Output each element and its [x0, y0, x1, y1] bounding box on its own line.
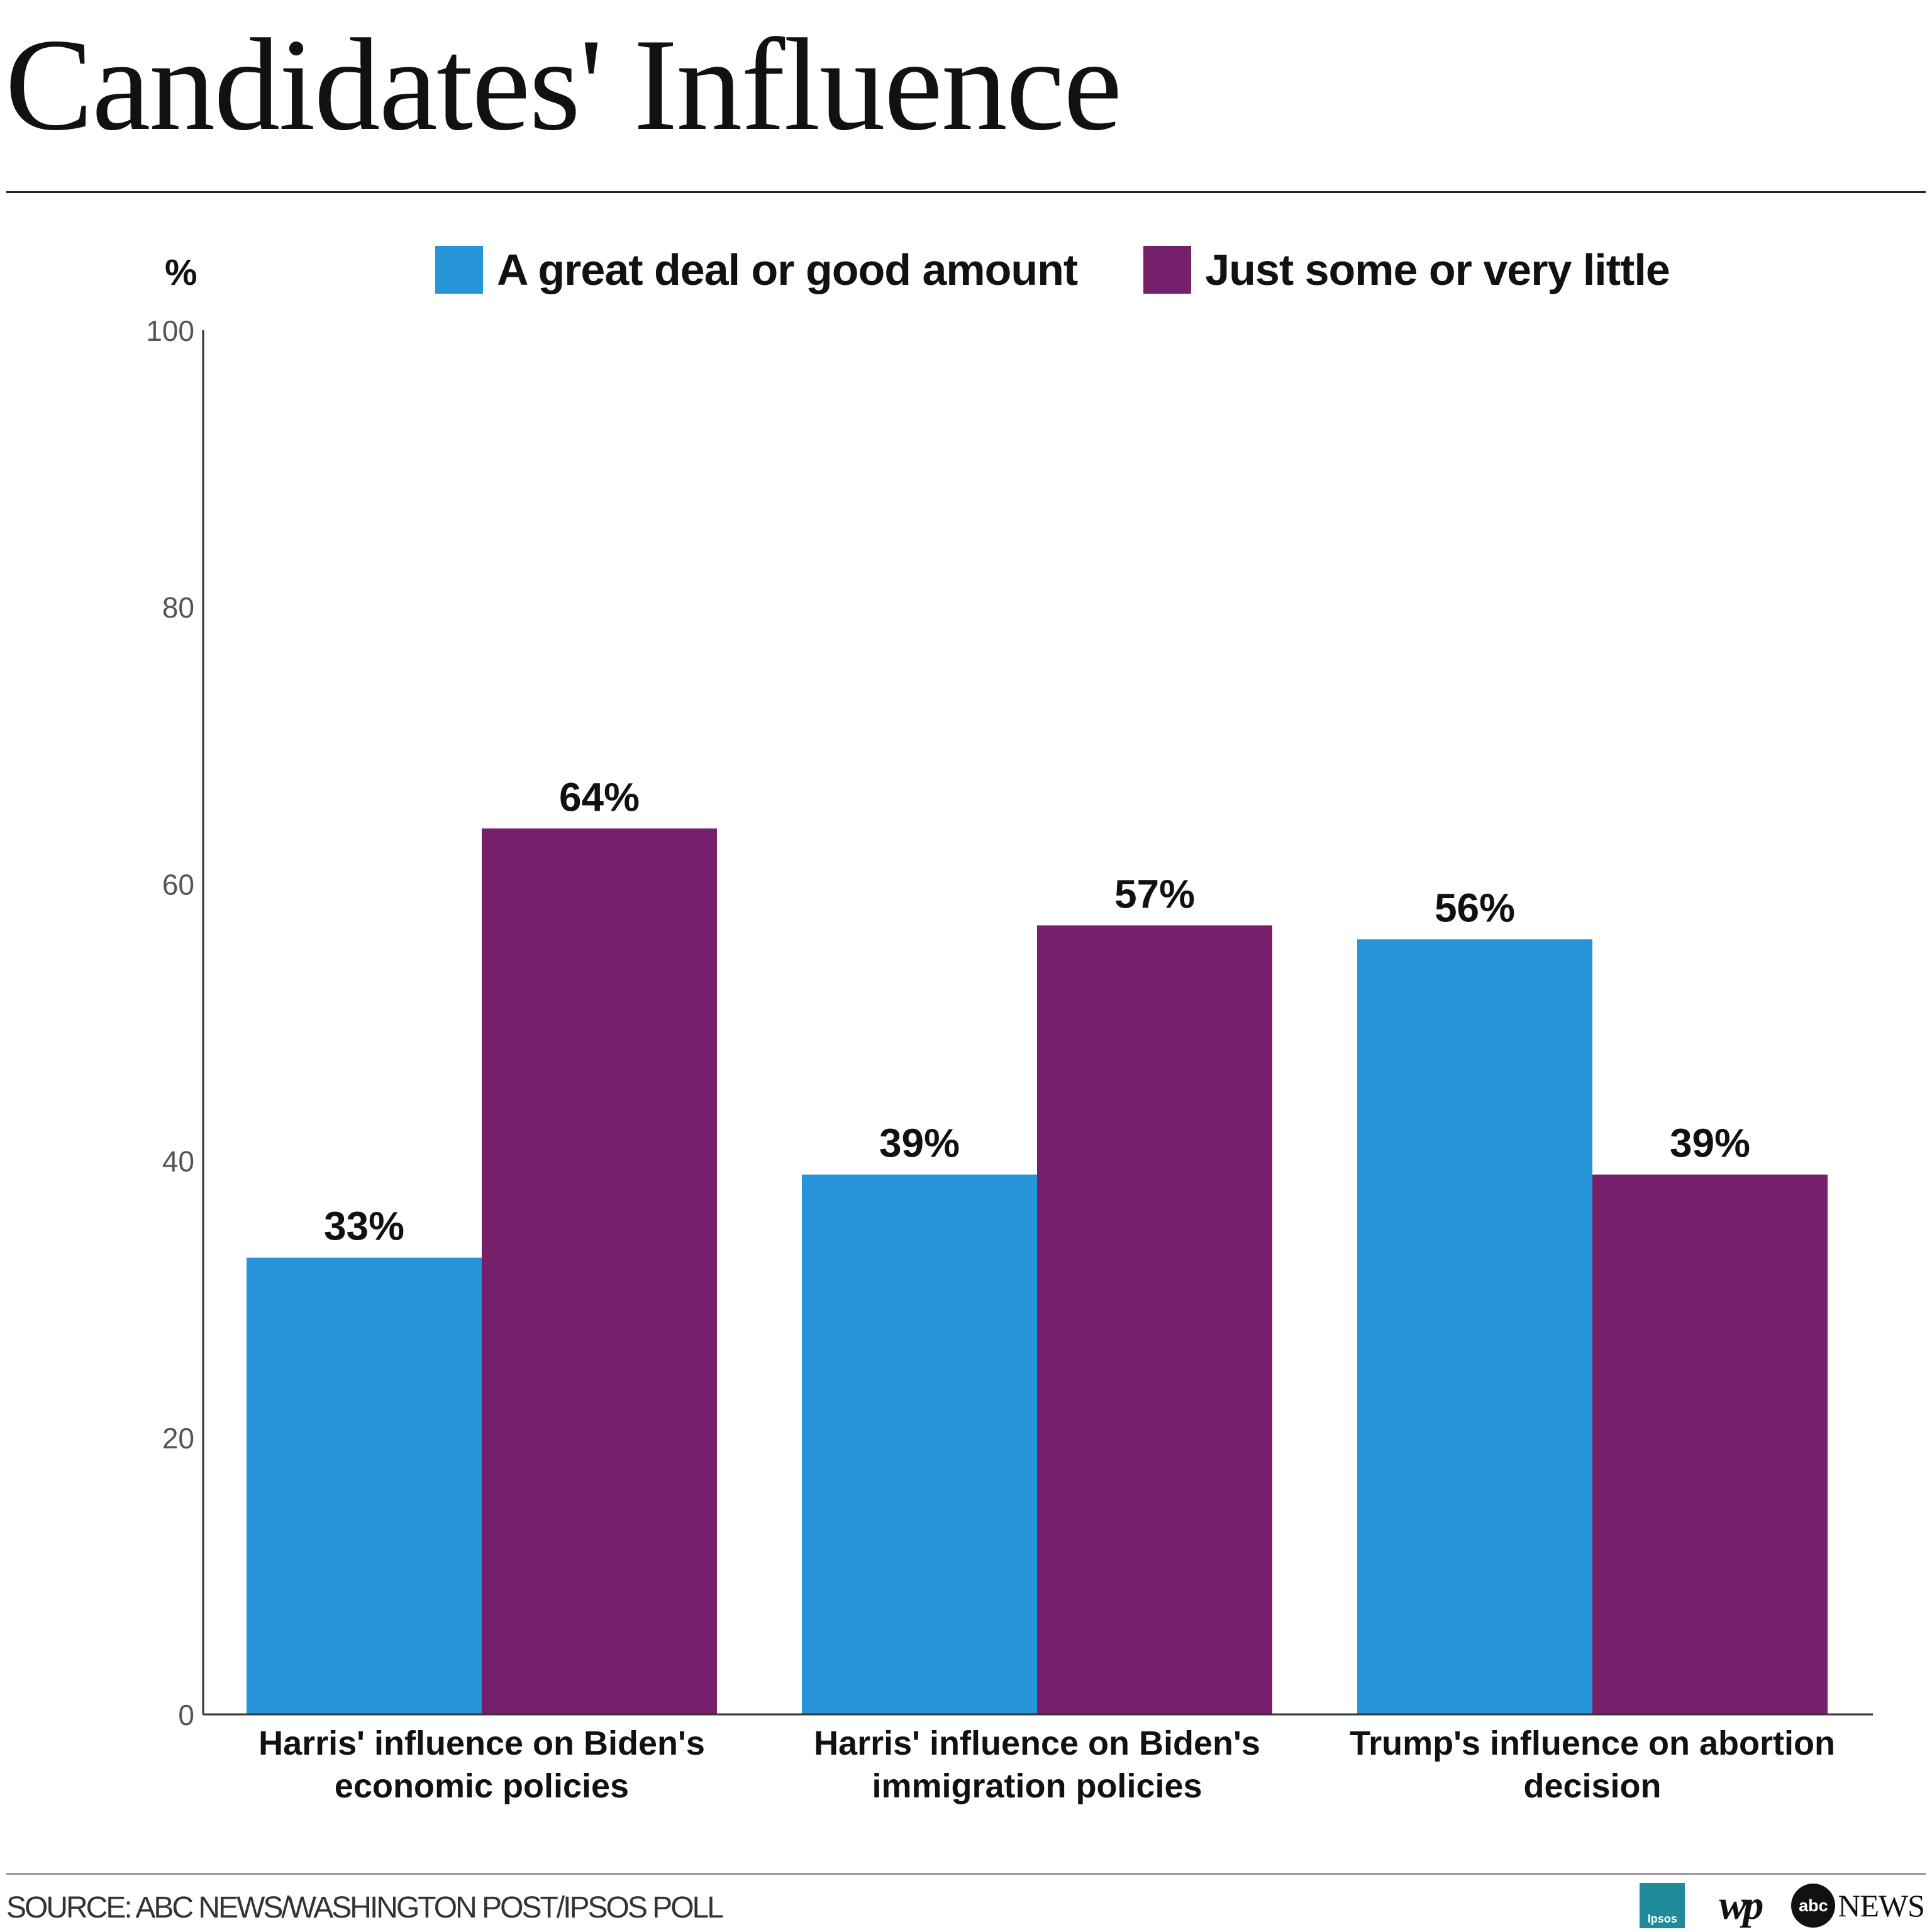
y-axis-unit-label: % [165, 252, 197, 293]
data-label-great-deal: 56% [1435, 885, 1515, 930]
abc-news-wordmark: NEWS [1838, 1888, 1925, 1923]
y-tick-label: 60 [162, 868, 194, 901]
bar-just-some [482, 828, 717, 1714]
data-label-great-deal: 39% [879, 1121, 960, 1166]
title-divider [6, 191, 1926, 193]
legend-label-just-some: Just some or very little [1205, 245, 1670, 294]
x-category-label: immigration policies [872, 1767, 1202, 1805]
data-label-just-some: 57% [1114, 871, 1195, 916]
data-label-great-deal: 33% [324, 1204, 404, 1249]
source-note: SOURCE: ABC NEWS/WASHINGTON POST/IPSOS P… [6, 1891, 724, 1924]
bar-great-deal [1357, 939, 1592, 1714]
legend-swatch-great-deal [435, 246, 483, 294]
data-label-just-some: 64% [559, 774, 640, 819]
legend-swatch-just-some [1143, 246, 1192, 294]
x-category-label: decision [1523, 1767, 1661, 1805]
chart-title: Candidates' Influence [5, 12, 1122, 158]
y-tick-label: 0 [178, 1699, 194, 1731]
bar-just-some [1037, 925, 1272, 1714]
chart-legend: A great deal or good amount Just some or… [435, 244, 1736, 296]
y-tick-label: 40 [162, 1145, 194, 1178]
x-category-label: economic policies [335, 1767, 629, 1805]
data-label-just-some: 39% [1670, 1121, 1750, 1166]
y-tick-label: 20 [162, 1422, 194, 1455]
bar-chart: 0 20 40 60 80 100 33% 39% 56% 64% 57% 39% Harris' in… [146, 314, 1873, 1805]
y-tick-label: 80 [162, 591, 194, 624]
ipsos-logo: Ipsos [1640, 1883, 1685, 1928]
x-category-label: Harris' influence on Biden's [258, 1724, 705, 1762]
y-tick-label: 100 [146, 314, 194, 347]
legend-item-just-some: Just some or very little [1143, 245, 1670, 295]
legend-item-great-deal: A great deal or good amount [435, 245, 1078, 295]
bar-just-some [1592, 1174, 1828, 1714]
footer-divider [6, 1873, 1926, 1875]
abc-news-logo: abc NEWS [1791, 1884, 1925, 1928]
x-category-label: Harris' influence on Biden's [814, 1724, 1260, 1762]
x-category-label: Trump's influence on abortion [1350, 1724, 1835, 1762]
washington-post-logo: wp [1719, 1882, 1763, 1928]
bar-great-deal [247, 1257, 482, 1714]
legend-label-great-deal: A great deal or good amount [497, 245, 1078, 294]
abc-logo-circle: abc [1791, 1884, 1836, 1928]
publisher-logos: Ipsos wp abc NEWS [1640, 1880, 1925, 1931]
bar-great-deal [802, 1174, 1037, 1714]
